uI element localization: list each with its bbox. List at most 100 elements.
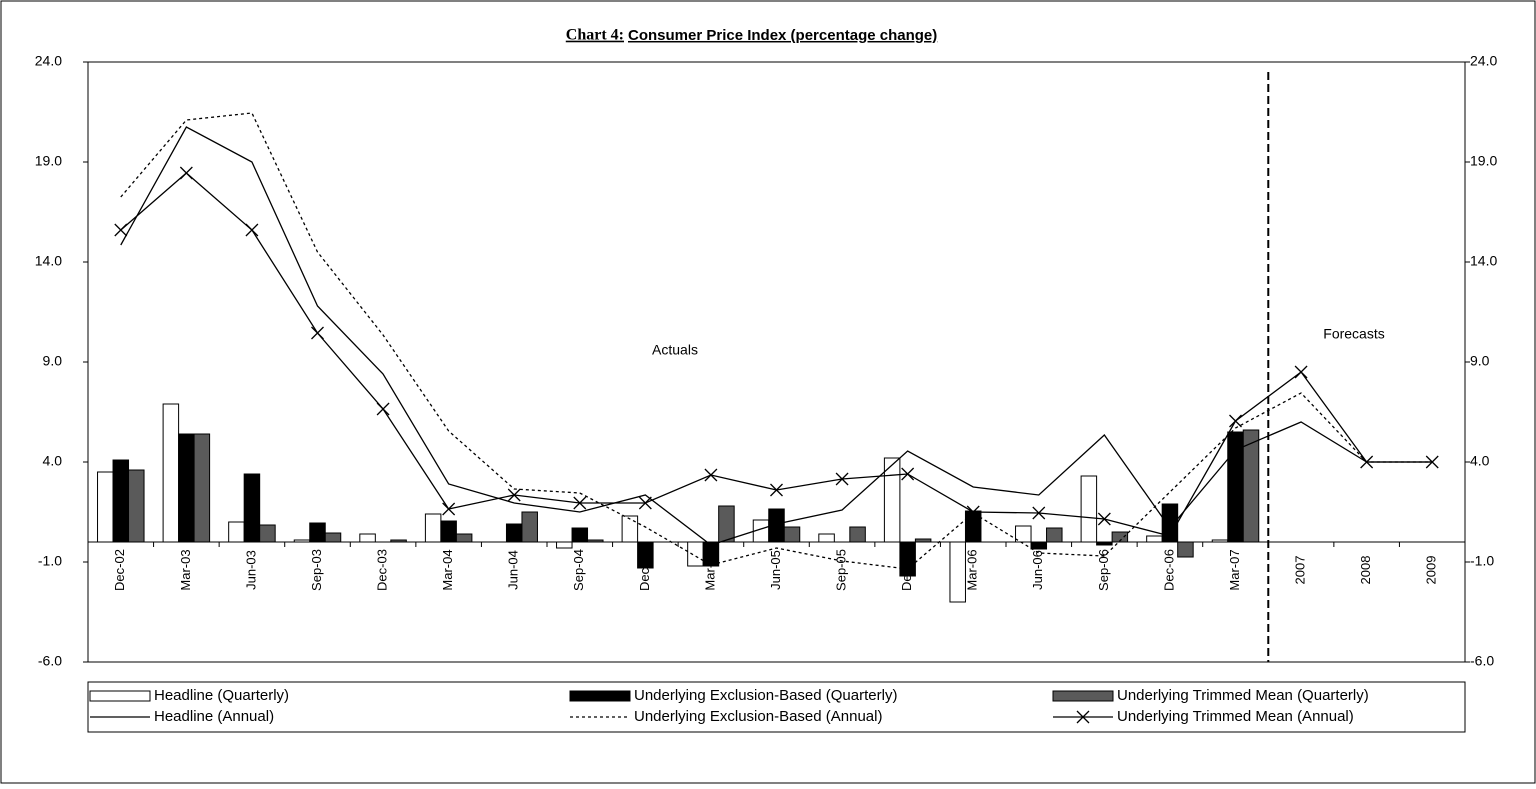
bar <box>1177 541 1194 558</box>
marker <box>1294 365 1308 379</box>
bar <box>571 527 589 543</box>
y-tick-label: 19.0 <box>35 153 62 169</box>
x-tick-label: Mar-07 <box>1227 549 1242 590</box>
marker <box>835 472 849 486</box>
x-tick-label: Jun-03 <box>243 550 258 590</box>
x-tick-label: Mar-03 <box>178 549 193 590</box>
bar <box>390 539 407 543</box>
line <box>120 126 1433 546</box>
bar <box>914 538 932 543</box>
marker <box>179 166 193 180</box>
marker <box>114 223 128 237</box>
legend-label: Headline (Annual) <box>154 708 274 725</box>
legend-label: Underlying Trimmed Mean (Quarterly) <box>1117 687 1369 704</box>
marker <box>1229 414 1242 428</box>
bar <box>424 513 442 543</box>
y2-tick-label: -6.0 <box>1470 653 1494 669</box>
y2-tick-label: -1.0 <box>1470 553 1494 569</box>
marker <box>638 496 652 510</box>
bar <box>309 522 326 543</box>
bar <box>324 532 342 543</box>
bar <box>178 433 195 543</box>
bar <box>162 403 180 543</box>
bar <box>621 515 639 543</box>
bar <box>1015 525 1032 543</box>
bar <box>883 457 901 543</box>
legend-label: Underlying Exclusion-Based (Annual) <box>634 708 882 725</box>
legend-swatch <box>1052 690 1114 702</box>
y-tick-label: -6.0 <box>38 653 62 669</box>
bar <box>1146 535 1163 543</box>
bar <box>783 526 801 543</box>
legend-box <box>87 681 1466 733</box>
x-tick-label: Jun-06 <box>1030 550 1045 590</box>
x-tick-label: Sep-04 <box>571 549 586 591</box>
bar <box>637 541 654 569</box>
bar <box>1096 541 1113 546</box>
bar <box>193 433 211 543</box>
marker <box>245 223 259 237</box>
x-tick-label: Dec-02 <box>112 549 127 591</box>
annotation: Forecasts <box>1323 326 1384 342</box>
marker <box>442 502 456 516</box>
marker <box>376 402 390 416</box>
x-tick-label: Dec-06 <box>1161 549 1176 591</box>
bar <box>718 505 735 543</box>
legend-swatch <box>569 690 631 702</box>
x-tick-label: 2008 <box>1358 556 1373 585</box>
bar <box>1211 539 1229 543</box>
marker <box>1032 506 1046 520</box>
bar <box>243 473 261 543</box>
marker <box>311 326 324 340</box>
bar <box>293 539 311 543</box>
bar <box>128 469 145 543</box>
marker <box>1360 455 1374 469</box>
legend-label: Headline (Quarterly) <box>154 687 289 704</box>
marker <box>507 488 521 502</box>
y2-tick-label: 4.0 <box>1470 453 1490 469</box>
bar <box>259 524 276 543</box>
bar <box>587 539 604 543</box>
annotation: Actuals <box>652 342 698 358</box>
legend-label: Underlying Trimmed Mean (Annual) <box>1117 708 1354 725</box>
bar <box>849 526 866 543</box>
chart-title: Consumer Price Index (percentage change) <box>628 27 937 44</box>
y-tick-label: 4.0 <box>43 453 63 469</box>
y2-tick-label: 24.0 <box>1470 53 1497 69</box>
y2-tick-label: 14.0 <box>1470 253 1497 269</box>
y-tick-label: 9.0 <box>43 353 63 369</box>
bar <box>1046 527 1063 543</box>
marker <box>901 467 915 481</box>
bar <box>768 508 785 543</box>
bar <box>1030 541 1048 550</box>
bar <box>964 510 982 543</box>
legend-swatch <box>89 690 151 702</box>
x-tick-label: 2007 <box>1293 556 1308 585</box>
bar <box>1111 531 1129 543</box>
marker <box>1097 512 1111 526</box>
bar <box>1080 475 1098 543</box>
bar <box>687 541 704 567</box>
x-tick-label: Mar-06 <box>965 549 980 590</box>
marker <box>1425 455 1439 469</box>
bar <box>818 533 835 543</box>
bar <box>359 533 376 543</box>
bar <box>521 511 538 543</box>
line <box>120 112 1433 570</box>
chart-title-label: Chart 4: <box>566 27 624 44</box>
y2-tick-label: 19.0 <box>1470 153 1497 169</box>
bar <box>899 541 916 577</box>
x-tick-label: Mar-04 <box>440 549 455 590</box>
bar <box>505 523 523 543</box>
y2-tick-label: 9.0 <box>1470 353 1490 369</box>
y-tick-label: 14.0 <box>35 253 62 269</box>
bar <box>1227 431 1244 543</box>
x-tick-label: Dec-03 <box>375 549 390 591</box>
x-tick-label: Sep-03 <box>309 549 324 591</box>
bar <box>455 533 473 543</box>
legend-label: Underlying Exclusion-Based (Quarterly) <box>634 687 897 704</box>
bar <box>556 541 573 549</box>
bar <box>702 541 720 567</box>
